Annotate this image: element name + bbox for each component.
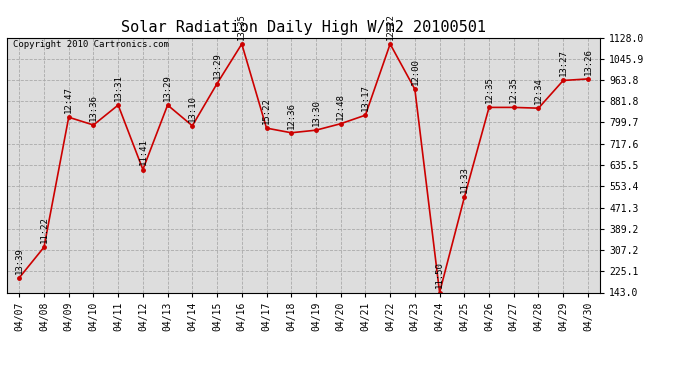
Text: 13:29: 13:29 bbox=[213, 53, 221, 80]
Text: 12:22: 12:22 bbox=[386, 13, 395, 40]
Text: 12:48: 12:48 bbox=[336, 93, 345, 120]
Text: 12:34: 12:34 bbox=[534, 77, 543, 104]
Title: Solar Radiation Daily High W/m2 20100501: Solar Radiation Daily High W/m2 20100501 bbox=[121, 20, 486, 35]
Text: 12:36: 12:36 bbox=[287, 102, 296, 129]
Text: 11:50: 11:50 bbox=[435, 261, 444, 288]
Text: 12:35: 12:35 bbox=[509, 76, 518, 103]
Text: 13:35: 13:35 bbox=[237, 13, 246, 40]
Text: 13:27: 13:27 bbox=[559, 50, 568, 76]
Text: 13:17: 13:17 bbox=[361, 84, 370, 111]
Text: 13:26: 13:26 bbox=[584, 48, 593, 75]
Text: 13:10: 13:10 bbox=[188, 95, 197, 122]
Text: 13:30: 13:30 bbox=[311, 99, 320, 126]
Text: Copyright 2010 Cartronics.com: Copyright 2010 Cartronics.com bbox=[13, 40, 169, 49]
Text: 12:00: 12:00 bbox=[411, 58, 420, 85]
Text: 13:29: 13:29 bbox=[163, 74, 172, 101]
Text: 15:22: 15:22 bbox=[262, 97, 271, 124]
Text: 12:47: 12:47 bbox=[64, 86, 73, 113]
Text: 11:41: 11:41 bbox=[139, 138, 148, 165]
Text: 11:22: 11:22 bbox=[39, 216, 48, 243]
Text: 12:35: 12:35 bbox=[484, 76, 493, 103]
Text: 13:36: 13:36 bbox=[89, 94, 98, 121]
Text: 11:33: 11:33 bbox=[460, 166, 469, 194]
Text: 13:39: 13:39 bbox=[14, 247, 23, 274]
Text: 13:31: 13:31 bbox=[114, 74, 123, 101]
